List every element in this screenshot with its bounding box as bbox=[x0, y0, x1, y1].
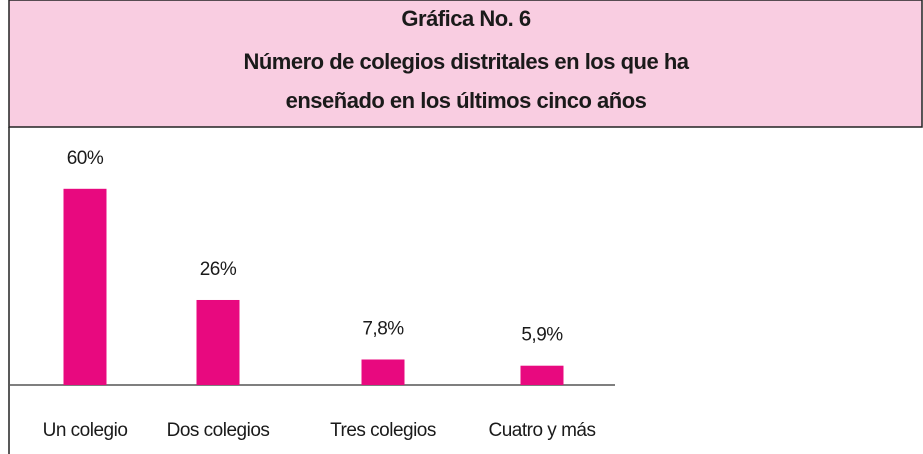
data-label: 7,8% bbox=[362, 319, 404, 340]
header-box bbox=[8, 0, 923, 128]
bar bbox=[63, 188, 107, 385]
x-tick-label: Dos colegios bbox=[167, 420, 270, 441]
chart-title: Gráfica No. 6 bbox=[401, 6, 530, 31]
bar bbox=[196, 299, 240, 385]
bar bbox=[520, 365, 564, 385]
bar bbox=[361, 359, 405, 385]
chart-subtitle: Número de colegios distritales en los qu… bbox=[243, 49, 689, 74]
x-tick-label: Tres colegios bbox=[330, 420, 436, 441]
x-tick-label: Cuatro y más bbox=[489, 420, 596, 441]
data-label: 5,9% bbox=[521, 325, 563, 346]
chart-subtitle: enseñado en los últimos cinco años bbox=[286, 88, 647, 113]
data-label: 26% bbox=[200, 259, 237, 280]
x-tick-label: Un colegio bbox=[43, 420, 128, 441]
data-label: 60% bbox=[67, 148, 104, 169]
